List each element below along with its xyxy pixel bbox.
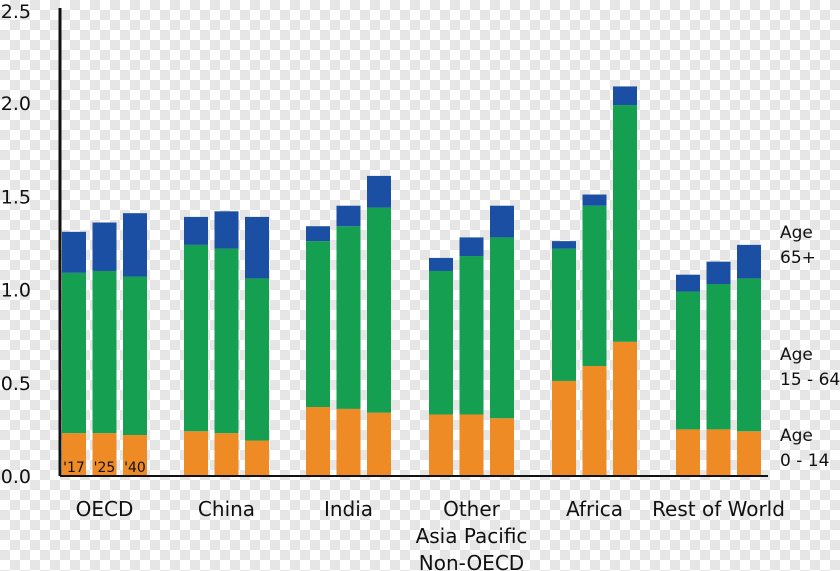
category-label: India: [324, 497, 373, 521]
bar-segment-age-15-64: [582, 205, 607, 367]
axes-layer: [58, 8, 768, 477]
category-label: Other: [443, 497, 501, 521]
bar-segment-age-15-64: [336, 226, 361, 409]
bar-segment-age-0-14: [336, 408, 361, 476]
year-label: '40: [124, 460, 146, 476]
bars-layer: [62, 86, 761, 476]
y-tick-label: 2.0: [1, 93, 31, 115]
bar-segment-age-65-plus: [367, 175, 391, 208]
bar-segment-age-15-64: [613, 105, 637, 342]
bar-segment-age-0-14: [737, 431, 761, 476]
bar-segment-age-15-64: [306, 241, 330, 408]
bar-segment-age-15-64: [490, 237, 514, 419]
category-label: Africa: [566, 497, 623, 521]
bar-segment-age-0-14: [306, 407, 330, 476]
bar-segment-age-15-64: [123, 276, 147, 435]
legend-label: Age: [780, 345, 813, 365]
bar-segment-age-15-64: [245, 278, 269, 441]
bar-segment-age-0-14: [613, 341, 637, 476]
bar-segment-age-0-14: [62, 433, 86, 476]
bar-segment-age-15-64: [367, 207, 391, 413]
bar-segment-age-15-64: [429, 270, 453, 415]
y-tick-label: 2.5: [1, 1, 31, 23]
bar-segment-age-15-64: [459, 256, 484, 415]
bar-segment-age-65-plus: [92, 222, 117, 271]
category-label: Non-OECD: [419, 551, 524, 571]
legend-label: 15 - 64: [780, 370, 840, 390]
bar-segment-age-15-64: [706, 284, 731, 430]
bar-segment-age-0-14: [92, 433, 117, 476]
bar-segment-age-65-plus: [306, 226, 330, 242]
bar-segment-age-15-64: [552, 248, 576, 381]
bar-segment-age-65-plus: [613, 86, 637, 106]
year-labels-layer: '17 '25 '40: [63, 460, 146, 476]
bar-segment-age-0-14: [490, 418, 514, 476]
bar-segment-age-0-14: [214, 433, 239, 476]
category-label: Rest of World: [652, 497, 785, 521]
bar-segment-age-15-64: [676, 291, 700, 430]
bar-segment-age-65-plus: [582, 194, 607, 206]
bar-segment-age-15-64: [737, 278, 761, 432]
bar-segment-age-65-plus: [706, 261, 731, 285]
y-tick-label: 0.5: [1, 373, 31, 395]
category-label: OECD: [76, 497, 134, 521]
year-label: '17: [63, 460, 85, 476]
year-label: '25: [94, 460, 116, 476]
legend-label: Age: [780, 223, 813, 243]
category-labels-layer: OECD China India Other Asia Pacific Non-OECD A…: [76, 497, 785, 571]
category-label: China: [198, 497, 255, 521]
bar-segment-age-15-64: [62, 272, 86, 434]
legend-layer: Age 0 - 14 Age 15 - 64 Age 65+: [780, 223, 840, 471]
bar-segment-age-0-14: [552, 380, 576, 476]
y-tick-label: 1.5: [1, 186, 31, 208]
bar-segment-age-65-plus: [62, 231, 86, 273]
bar-segment-age-65-plus: [552, 241, 576, 249]
y-tick-label: 0.0: [1, 466, 31, 488]
bar-segment-age-0-14: [184, 431, 208, 476]
bar-segment-age-65-plus: [123, 213, 147, 277]
legend-label: Age: [780, 426, 813, 446]
bar-segment-age-0-14: [459, 414, 484, 476]
bar-segment-age-65-plus: [336, 205, 361, 227]
legend-label: 0 - 14: [780, 451, 829, 471]
bar-segment-age-65-plus: [459, 237, 484, 257]
bar-segment-age-0-14: [123, 434, 147, 476]
y-ticks-layer: 0.0 0.5 1.0 1.5 2.0 2.5: [1, 1, 31, 488]
bar-segment-age-0-14: [676, 429, 700, 476]
category-label: Asia Pacific: [416, 524, 528, 548]
bar-segment-age-15-64: [92, 270, 117, 434]
bar-segment-age-65-plus: [676, 274, 700, 292]
bar-segment-age-65-plus: [490, 205, 514, 238]
bar-segment-age-65-plus: [184, 216, 208, 245]
y-tick-label: 1.0: [1, 280, 31, 302]
bar-segment-age-0-14: [429, 414, 453, 476]
bar-segment-age-0-14: [367, 412, 391, 476]
bar-segment-age-65-plus: [429, 257, 453, 271]
bar-segment-age-0-14: [245, 440, 269, 476]
bar-segment-age-0-14: [706, 429, 731, 476]
bar-segment-age-65-plus: [737, 244, 761, 279]
bar-segment-age-15-64: [214, 248, 239, 434]
bar-segment-age-15-64: [184, 244, 208, 432]
bar-segment-age-0-14: [582, 366, 607, 476]
legend-label: 65+: [780, 248, 816, 268]
bar-segment-age-65-plus: [245, 216, 269, 279]
bar-segment-age-65-plus: [214, 211, 239, 249]
